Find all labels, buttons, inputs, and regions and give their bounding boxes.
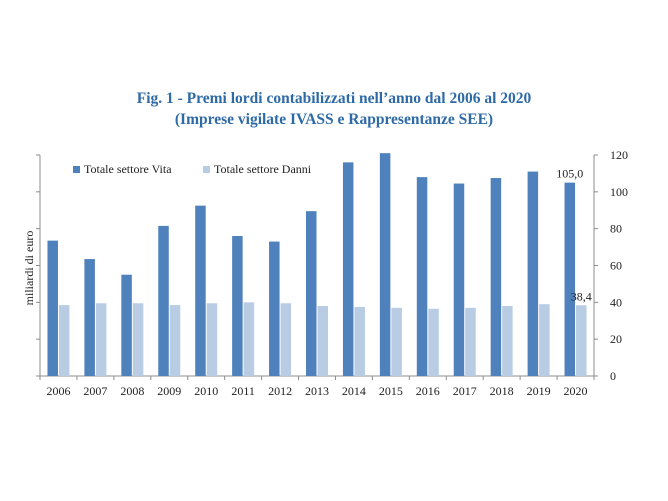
bar-danni [206,303,218,376]
bar-danni [280,303,292,376]
bar-danni [391,307,402,376]
x-tick-label: 2008 [120,384,144,398]
x-tick-label: 2018 [490,384,514,398]
x-tick-label: 2006 [46,384,70,398]
x-tick-label: 2011 [231,384,255,398]
bar-vita [416,177,428,376]
chart-subtitle: (Imprese vigilate IVASS e Rappresentanze… [174,111,494,128]
bar-vita [84,259,95,376]
bar-vita [121,274,132,376]
bar-vita [232,236,243,376]
x-tick-label: 2007 [83,384,107,398]
legend-label: Totale settore Danni [214,162,312,176]
x-tick-label: 2013 [305,384,329,398]
x-tick-label: 2015 [379,384,403,398]
bar-danni [539,304,550,376]
legend-label: Totale settore Vita [84,162,172,176]
x-tick-label: 2012 [268,384,292,398]
y-tick-label: 100 [610,185,628,199]
x-tick-label: 2016 [416,384,440,398]
y-tick-label: 40 [610,295,622,309]
bar-danni [502,306,513,376]
bar-danni [58,305,70,376]
legend-swatch [73,166,80,173]
bar-vita [342,162,354,376]
legend-swatch [203,166,210,173]
y-tick-label: 60 [610,259,622,273]
y-tick-label: 80 [610,222,622,236]
bar-vita [379,153,391,376]
bar-danni [354,306,365,376]
bar-vita [195,205,206,376]
bar-danni [169,305,181,376]
data-label: 105,0 [556,167,583,181]
x-tick-label: 2010 [194,384,218,398]
bar-vita [453,183,465,376]
x-tick-label: 2020 [564,384,588,398]
x-tick-label: 2009 [157,384,181,398]
bar-vita [490,178,502,376]
bar-vita [527,171,539,376]
y-tick-label: 120 [610,148,628,162]
bar-danni [132,303,144,376]
bar-danni [317,306,328,376]
x-tick-label: 2019 [527,384,551,398]
y-tick-label: 0 [610,369,616,383]
y-axis-label: miliardi di euro [22,231,36,306]
bar-vita [306,211,317,376]
x-tick-label: 2014 [342,384,366,398]
bar-danni [243,302,255,376]
bar-vita [158,225,169,376]
bar-danni [95,303,107,376]
bar-danni [576,305,587,376]
x-tick-label: 2017 [453,384,477,398]
data-label: 38,4 [571,289,592,303]
bar-danni [465,307,476,376]
y-tick-label: 20 [610,332,622,346]
bar-vita [269,241,280,376]
chart-title: Fig. 1 - Premi lordi contabilizzati nell… [136,90,532,107]
bar-vita [564,182,576,376]
bar-vita [47,240,58,376]
bar-danni [428,308,439,376]
